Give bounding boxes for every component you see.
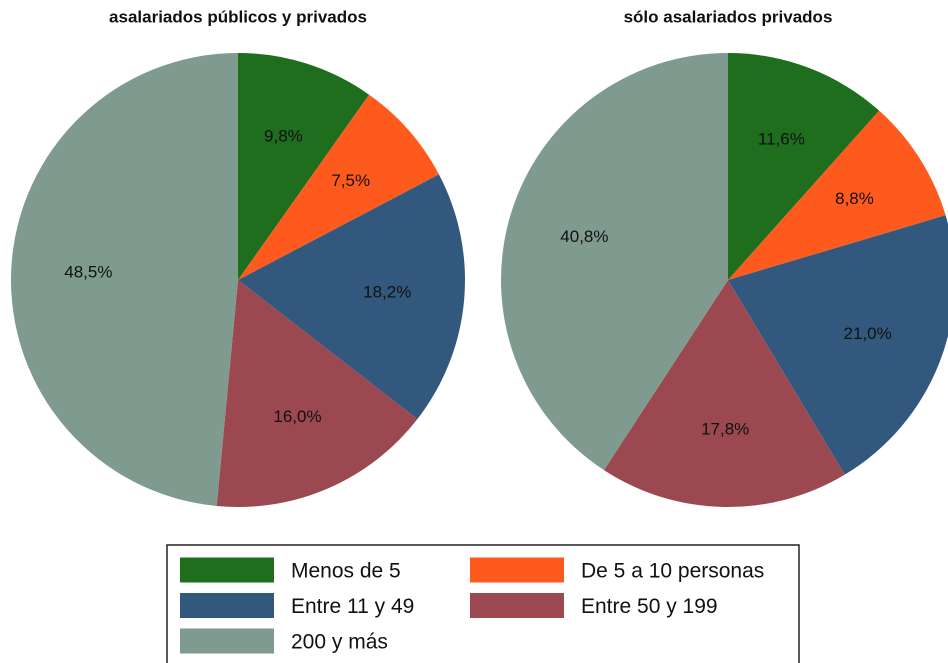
data-label: 17,8% bbox=[701, 419, 749, 438]
legend-swatch bbox=[180, 593, 274, 618]
legend-label: De 5 a 10 personas bbox=[581, 560, 764, 583]
data-label: 7,5% bbox=[331, 171, 370, 190]
data-label: 21,0% bbox=[844, 324, 892, 343]
data-label: 11,6% bbox=[758, 130, 805, 149]
pie-slice bbox=[501, 53, 728, 471]
legend-label: 200 y más bbox=[291, 631, 388, 654]
legend-label: Entre 11 y 49 bbox=[291, 595, 414, 618]
data-label: 16,0% bbox=[273, 407, 321, 426]
pie-slice bbox=[238, 174, 465, 420]
pie-slice bbox=[728, 215, 948, 475]
data-label: 8,8% bbox=[835, 189, 874, 208]
pie-slice bbox=[728, 110, 946, 280]
chart-title: asalariados públicos y privados bbox=[109, 7, 367, 26]
legend-swatch bbox=[470, 557, 564, 583]
legend-swatch bbox=[470, 593, 564, 618]
pie-slice bbox=[11, 53, 238, 506]
data-label: 18,2% bbox=[363, 283, 411, 302]
pie-slice bbox=[728, 53, 880, 280]
legend-label: Entre 50 y 199 bbox=[581, 595, 718, 618]
legend-label: Menos de 5 bbox=[291, 560, 401, 583]
pie-slice bbox=[216, 280, 418, 507]
legend-swatch bbox=[180, 557, 274, 583]
legend-swatch bbox=[180, 628, 274, 654]
data-label: 40,8% bbox=[560, 227, 608, 246]
data-label: 48,5% bbox=[64, 262, 112, 281]
pie-slice bbox=[603, 280, 845, 507]
data-label: 9,8% bbox=[264, 127, 303, 146]
pie-slice bbox=[238, 94, 439, 281]
pie-slice bbox=[238, 53, 370, 280]
chart-title: sólo asalariados privados bbox=[624, 7, 833, 26]
